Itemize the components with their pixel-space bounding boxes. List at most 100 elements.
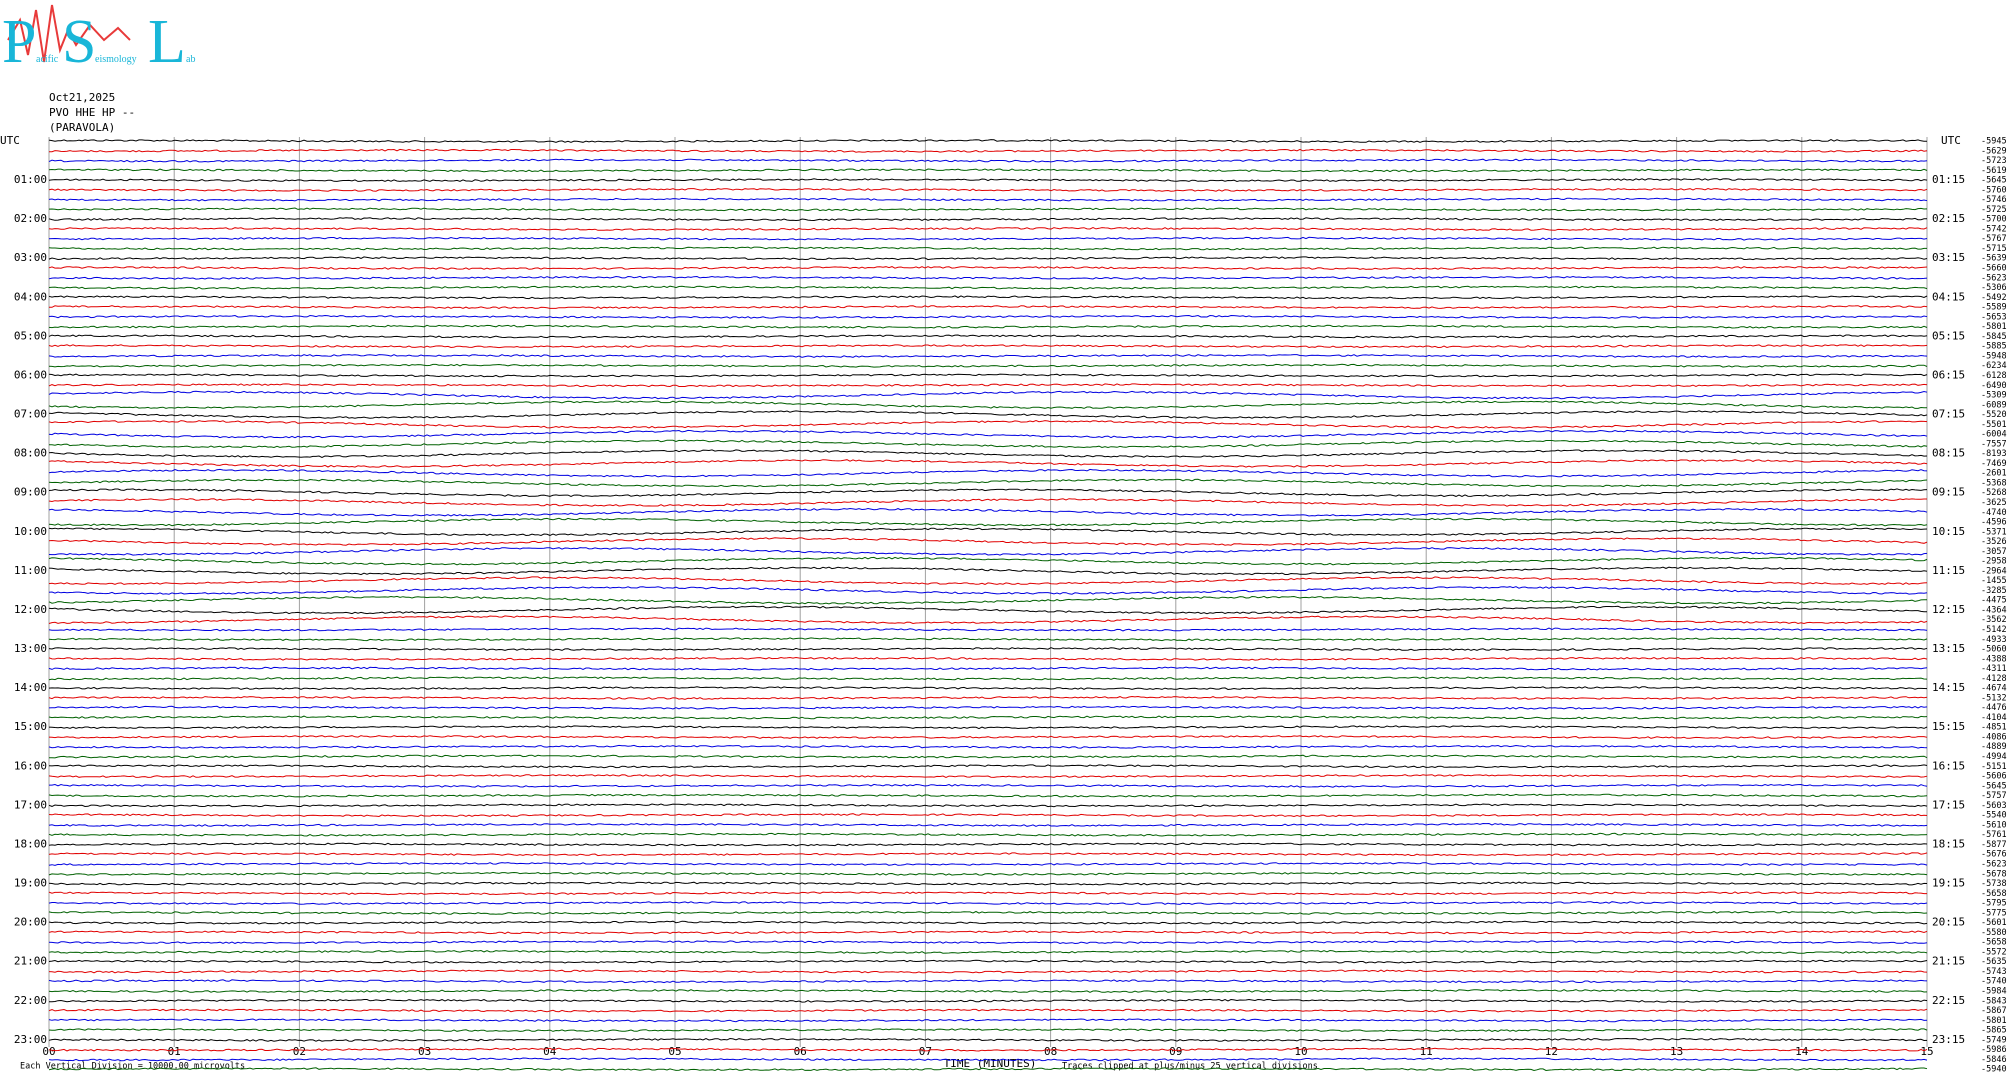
hour-label: 02:00: [14, 212, 47, 225]
trace: [49, 783, 1928, 788]
trace: [48, 468, 1928, 478]
trace: [48, 390, 1928, 400]
hour-label: 14:00: [14, 681, 47, 694]
trace: [48, 862, 1928, 866]
trace: [48, 1067, 1928, 1072]
row-value: -5610: [1981, 820, 2007, 830]
row-value: -5368: [1981, 478, 2007, 488]
hour-label: 21:00: [14, 955, 47, 968]
x-tick-label: 03: [418, 1045, 431, 1058]
row-value: -5738: [1981, 879, 2007, 889]
trace: [48, 566, 1928, 576]
hour-label: 13:15: [1932, 642, 1965, 655]
trace: [48, 314, 1928, 319]
row-value: -5572: [1981, 947, 2007, 957]
row-value: -5639: [1981, 254, 2007, 264]
trace: [48, 813, 1928, 818]
row-value: -5658: [1981, 889, 2007, 899]
x-tick-label: 01: [168, 1045, 181, 1058]
trace: [48, 803, 1928, 808]
trace: [48, 478, 1928, 488]
trace: [48, 881, 1928, 886]
trace: [48, 637, 1928, 642]
trace: [48, 459, 1928, 468]
row-value: -2964: [1981, 566, 2007, 576]
hour-label: 22:15: [1932, 994, 1965, 1007]
trace: [48, 979, 1928, 984]
trace: [48, 158, 1928, 163]
trace: [48, 615, 1928, 625]
row-value: -4476: [1981, 703, 2007, 713]
trace: [48, 439, 1928, 449]
row-value: -5371: [1981, 527, 2007, 537]
x-tick-label: 14: [1795, 1045, 1809, 1058]
logo-word: eismology: [95, 54, 137, 65]
hour-label: 16:00: [14, 759, 47, 772]
x-tick-label: 04: [543, 1045, 557, 1058]
row-value: -5635: [1981, 957, 2007, 967]
x-tick-label: 13: [1670, 1045, 1683, 1058]
row-value: -3562: [1981, 615, 2007, 625]
hour-label: 17:00: [14, 798, 47, 811]
trace: [48, 1008, 1928, 1013]
x-tick-label: 05: [668, 1045, 681, 1058]
row-value: -5601: [1981, 918, 2007, 928]
trace: [48, 383, 1928, 388]
row-value: -5603: [1981, 801, 2007, 811]
x-tick-label: 15: [1920, 1045, 1933, 1058]
trace: [48, 1047, 1928, 1052]
row-value: -3625: [1981, 498, 2007, 508]
trace: [48, 507, 1928, 517]
row-value: -4364: [1981, 605, 2007, 615]
logo-word: acific: [36, 54, 59, 65]
trace: [48, 686, 1928, 691]
x-tick-label: 11: [1420, 1045, 1433, 1058]
row-value: -5151: [1981, 762, 2007, 772]
row-value: -5775: [1981, 908, 2007, 918]
trace: [48, 148, 1928, 153]
trace: [48, 586, 1928, 595]
trace: [48, 969, 1928, 974]
trace: [48, 400, 1928, 409]
row-value: -5940: [1981, 1065, 2007, 1075]
row-value: -5589: [1981, 303, 2007, 313]
row-value: -5865: [1981, 1026, 2007, 1036]
row-value: -5658: [1981, 938, 2007, 948]
hour-label: 09:00: [14, 486, 47, 499]
trace: [48, 207, 1928, 212]
trace: [48, 695, 1928, 700]
trace: [48, 576, 1928, 585]
hour-label: 13:00: [14, 642, 47, 655]
row-value: -5653: [1981, 312, 2007, 322]
trace: [48, 246, 1927, 251]
row-value: -5877: [1981, 840, 2007, 850]
row-value: -5540: [1981, 811, 2007, 821]
row-value: -5801: [1981, 322, 2007, 332]
row-value: -5520: [1981, 410, 2007, 420]
row-value: -4851: [1981, 723, 2007, 733]
trace: [48, 537, 1928, 546]
trace: [48, 764, 1928, 769]
trace: [48, 517, 1928, 527]
row-value: -5623: [1981, 273, 2007, 283]
row-value: -4740: [1981, 508, 2007, 518]
logo-letter: P: [2, 8, 36, 76]
row-value: -1455: [1981, 576, 2007, 586]
trace: [48, 1018, 1928, 1023]
trace: [48, 735, 1928, 739]
row-value: -5678: [1981, 869, 2007, 879]
x-tick-label: 09: [1169, 1045, 1182, 1058]
trace: [48, 197, 1928, 202]
row-value: -5660: [1981, 264, 2007, 274]
trace: [48, 656, 1928, 661]
x-tick-label: 10: [1294, 1045, 1307, 1058]
hour-label: 03:00: [14, 251, 47, 264]
trace: [48, 959, 1928, 964]
trace: [48, 488, 1928, 498]
row-value: -4311: [1981, 664, 2007, 674]
hour-label: 23:00: [14, 1033, 47, 1046]
trace: [48, 744, 1928, 749]
row-value: -5845: [1981, 332, 2007, 342]
hour-label: 01:15: [1932, 173, 1965, 186]
